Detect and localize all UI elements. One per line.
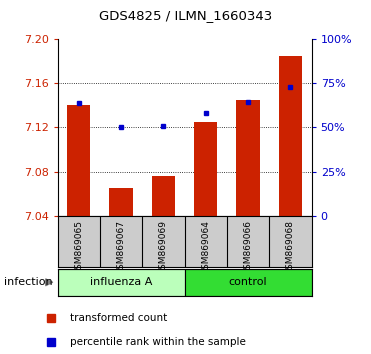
Text: GDS4825 / ILMN_1660343: GDS4825 / ILMN_1660343 — [99, 9, 272, 22]
Bar — [152, 176, 175, 216]
Text: GSM869066: GSM869066 — [244, 220, 253, 275]
Text: GSM869067: GSM869067 — [116, 220, 125, 275]
Bar — [194, 122, 217, 216]
Bar — [109, 188, 133, 216]
Text: percentile rank within the sample: percentile rank within the sample — [70, 337, 246, 347]
Bar — [279, 56, 302, 216]
Text: influenza A: influenza A — [90, 277, 152, 287]
Text: GSM869064: GSM869064 — [201, 220, 210, 275]
Bar — [67, 105, 90, 216]
Text: transformed count: transformed count — [70, 313, 167, 323]
Text: infection: infection — [4, 277, 52, 287]
Text: GSM869069: GSM869069 — [159, 220, 168, 275]
Bar — [185, 269, 312, 296]
Text: GSM869065: GSM869065 — [74, 220, 83, 275]
Text: GSM869068: GSM869068 — [286, 220, 295, 275]
Bar — [58, 269, 185, 296]
Text: control: control — [229, 277, 267, 287]
Bar — [236, 100, 260, 216]
